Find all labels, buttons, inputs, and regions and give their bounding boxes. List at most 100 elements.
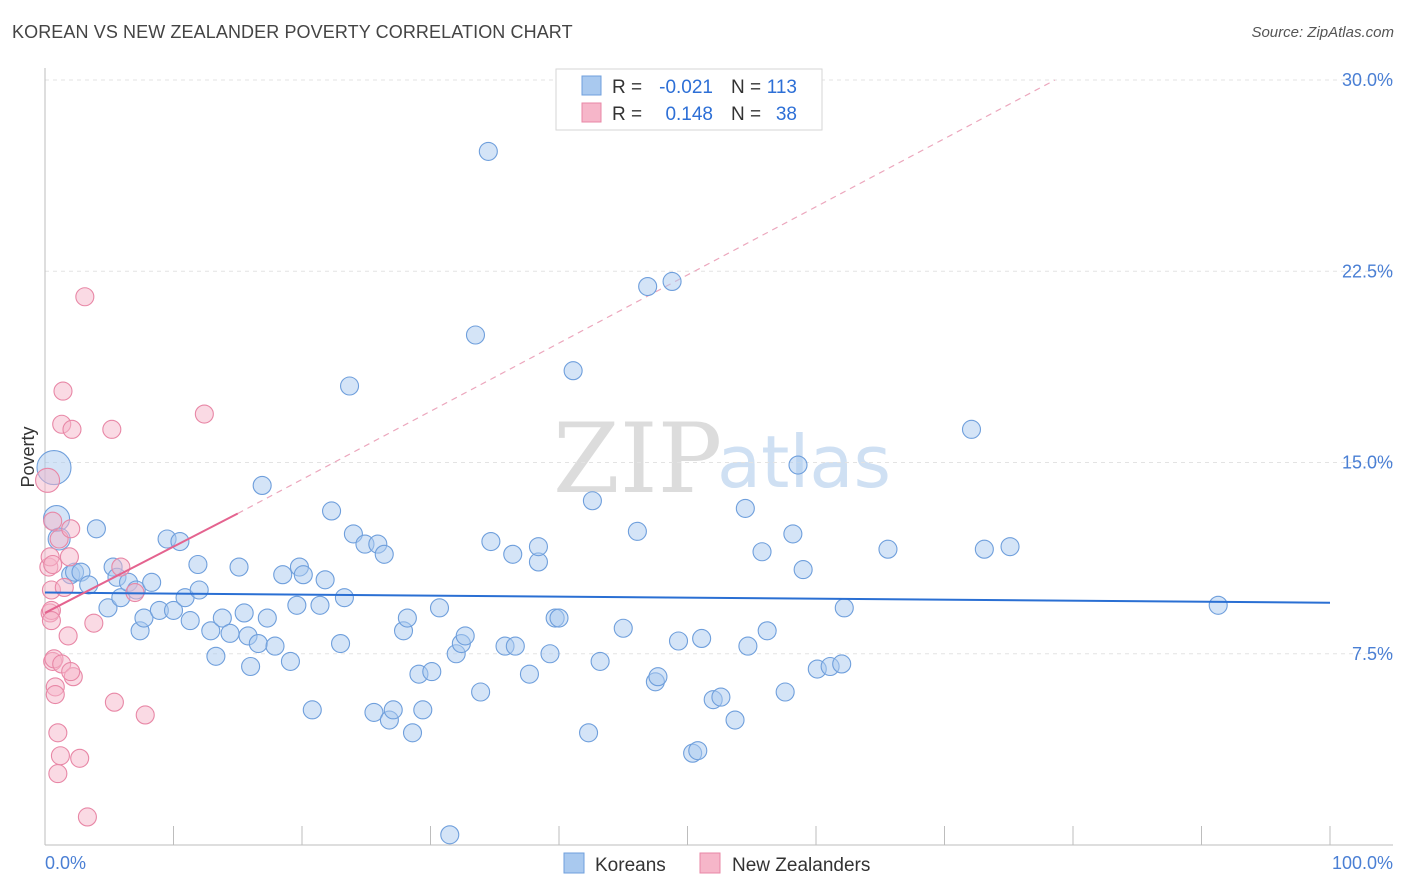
korean-point (1208, 595, 1228, 615)
korean-point (322, 501, 342, 521)
korean-point (429, 598, 450, 618)
korean-point (638, 276, 658, 297)
korean-point (1000, 537, 1020, 557)
korean-point (374, 544, 394, 564)
nz-point (48, 723, 68, 743)
tick-labels: 7.5% 15.0% 22.5% 30.0% 0.0% 100.0% (45, 70, 1393, 873)
korean-point (752, 542, 772, 562)
korean-point (170, 531, 190, 552)
nz-point (104, 692, 124, 712)
korean-point (455, 626, 475, 646)
korean-point (832, 654, 852, 674)
korean-point (402, 723, 423, 743)
korean-point (257, 608, 277, 628)
korean-point (735, 498, 755, 518)
korean-point (725, 710, 745, 730)
korean-point (440, 825, 460, 845)
nz-point (75, 287, 95, 307)
legend-r-label-nz: R = (612, 104, 642, 125)
nz-point (58, 626, 78, 646)
nz-point (194, 404, 214, 424)
korean-point (579, 723, 599, 743)
korean-point (878, 539, 898, 559)
bottom-legend: Koreans New Zealanders (563, 852, 870, 876)
nz-point (53, 381, 73, 401)
nz-point (61, 519, 81, 539)
watermark-zip: ZIP (553, 403, 722, 515)
nz-point (50, 746, 70, 766)
korean-point (478, 141, 498, 161)
legend-swatch-koreans (581, 75, 602, 96)
legend-r-value-koreans: -0.021 (659, 77, 713, 98)
nz-point (41, 611, 61, 631)
bottom-legend-koreans: Koreans (595, 855, 666, 876)
nz-trend-extension (237, 79, 1056, 515)
korean-point (310, 595, 330, 615)
korean-point (220, 623, 240, 643)
korean-point (98, 598, 118, 618)
korean-point (481, 531, 501, 552)
korean-point (134, 608, 154, 628)
korean-point (668, 631, 689, 651)
korean-point (627, 521, 647, 541)
korean-point (142, 572, 162, 592)
nz-point (48, 764, 68, 784)
korean-point (711, 687, 731, 707)
nz-point (45, 684, 65, 705)
korean-point (397, 608, 417, 628)
nz-point (135, 705, 155, 725)
korean-point (563, 361, 583, 381)
korean-point (662, 271, 682, 292)
korean-series (36, 141, 1228, 845)
korean-point (540, 644, 560, 664)
bottom-legend-nz: New Zealanders (732, 855, 870, 876)
korean-point (229, 557, 249, 577)
korean-point (590, 651, 610, 671)
korean-point (334, 588, 354, 608)
trend-lines (237, 79, 1056, 515)
korean-point (961, 419, 982, 439)
korean-point (648, 667, 668, 687)
korean-point (248, 633, 268, 654)
nz-point (84, 613, 104, 633)
legend: R = -0.021 N = 113 R = 0.148 N = 38 (555, 68, 823, 131)
nz-point (35, 467, 61, 493)
nz-point (70, 748, 90, 768)
korean-trend-line (44, 591, 1331, 604)
legend-n-label-nz: N = (731, 104, 761, 125)
korean-point (293, 565, 313, 585)
korean-point (206, 646, 226, 666)
korean-point (330, 633, 351, 654)
korean-point (180, 611, 200, 631)
korean-point (549, 608, 569, 628)
korean-point (201, 621, 221, 641)
korean-point (519, 664, 539, 684)
korean-point (86, 519, 106, 539)
nz-point (62, 419, 82, 439)
korean-point (188, 554, 208, 575)
korean-point (582, 491, 602, 511)
korean-point (834, 598, 854, 618)
legend-n-value-koreans: 113 (767, 77, 797, 98)
korean-point (788, 455, 808, 475)
y-axis-label: Poverty (18, 426, 38, 487)
korean-point (503, 544, 523, 564)
korean-point (273, 565, 293, 585)
korean-point (241, 656, 261, 677)
y-tick-label-2: 22.5% (1342, 261, 1393, 281)
korean-point (252, 475, 272, 496)
korean-point (783, 524, 803, 544)
korean-point (528, 537, 548, 557)
korean-point (505, 636, 525, 656)
korean-point (793, 560, 813, 580)
nz-point (43, 554, 63, 575)
nz-trend-line (44, 512, 239, 614)
korean-point (287, 595, 307, 615)
legend-r-label-koreans: R = (612, 77, 642, 98)
legend-n-label-koreans: N = (731, 77, 761, 98)
korean-point (364, 702, 384, 722)
korean-point (413, 700, 433, 720)
korean-point (613, 618, 633, 638)
legend-swatch-nz (581, 102, 602, 123)
